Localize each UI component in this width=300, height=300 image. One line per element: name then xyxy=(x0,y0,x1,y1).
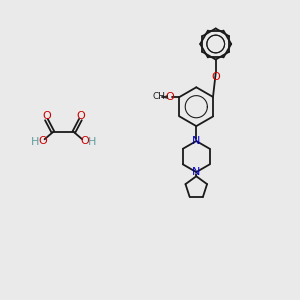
Text: O: O xyxy=(76,111,85,121)
Text: O: O xyxy=(42,111,51,121)
Text: O: O xyxy=(166,92,174,102)
Text: O: O xyxy=(211,72,220,82)
Text: CH₃: CH₃ xyxy=(152,92,169,101)
Text: H: H xyxy=(31,137,39,147)
Text: H: H xyxy=(88,137,96,147)
Text: O: O xyxy=(80,136,89,146)
Text: O: O xyxy=(38,136,47,146)
Text: N: N xyxy=(192,136,200,146)
Text: N: N xyxy=(192,167,200,177)
